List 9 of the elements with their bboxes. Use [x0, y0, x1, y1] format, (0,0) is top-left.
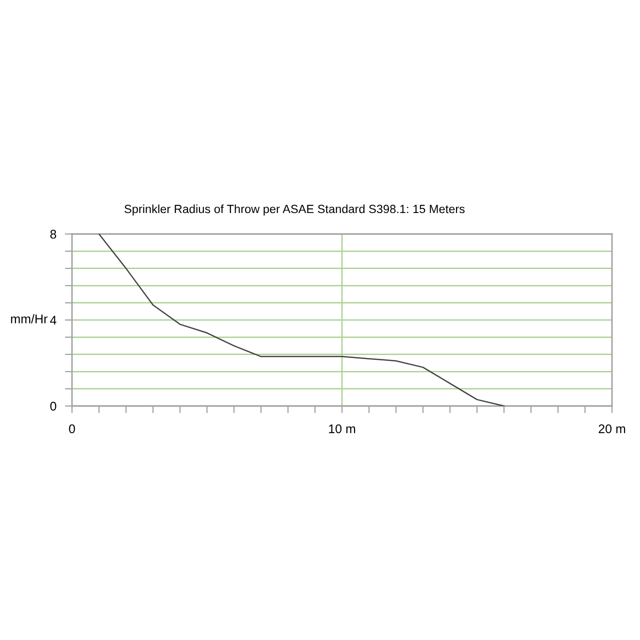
- y-tick-label: 0: [50, 402, 56, 411]
- line-series: [98, 234, 505, 406]
- y-tick-label: 8: [50, 230, 56, 239]
- y-axis-title: mm/Hr: [11, 314, 48, 324]
- y-tick-label: 4: [50, 316, 56, 325]
- x-tick-label: 0: [69, 424, 75, 434]
- chart-title: Sprinkler Radius of Throw per ASAE Standard S398.1: 15 Meters: [124, 204, 465, 216]
- x-tick-label: 20 m: [598, 424, 626, 434]
- x-tick-label: 10 m: [329, 424, 356, 434]
